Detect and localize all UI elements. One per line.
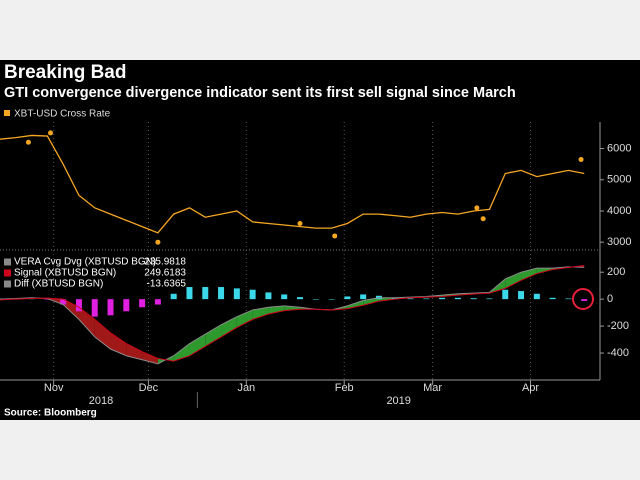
diff-bar xyxy=(486,298,493,300)
legend-value: 249.6183 xyxy=(144,268,186,279)
y-tick-label: 6000 xyxy=(607,142,631,154)
y-tick-label: 3000 xyxy=(607,236,631,248)
chart-background xyxy=(0,60,640,420)
diff-bar xyxy=(423,298,430,300)
chart-subtitle: GTI convergence divergence indicator sen… xyxy=(4,85,516,101)
price-dot xyxy=(155,239,161,245)
diff-bar xyxy=(218,287,225,300)
band-segment xyxy=(268,305,285,314)
legend-swatch xyxy=(4,258,11,266)
diff-bar xyxy=(565,298,572,300)
legend-value: -13.6365 xyxy=(147,279,187,290)
chart-title: Breaking Bad xyxy=(4,62,126,83)
diff-bar xyxy=(391,297,398,300)
diff-bar xyxy=(360,294,367,300)
diff-bar xyxy=(470,298,477,300)
legend-swatch xyxy=(4,110,10,116)
y-tick-label: 5000 xyxy=(607,174,631,186)
diff-bar xyxy=(139,299,146,308)
diff-bar xyxy=(502,289,509,300)
band-segment xyxy=(63,299,79,320)
legend-swatch xyxy=(4,269,11,277)
y-tick-label: -400 xyxy=(607,347,629,359)
price-dot xyxy=(578,156,584,162)
price-line xyxy=(0,134,585,234)
diff-bar xyxy=(107,299,114,316)
diff-bar xyxy=(312,299,319,300)
legend-swatch xyxy=(4,280,11,288)
x-tick-label: Feb xyxy=(335,382,354,394)
diff-bar xyxy=(518,291,525,300)
legend-label: VERA Cvg Dvg (XBTUSD BGN) xyxy=(14,257,156,268)
price-dot xyxy=(332,233,338,239)
diff-bar xyxy=(249,289,256,300)
band-segment xyxy=(252,307,269,320)
diff-bar xyxy=(170,293,177,300)
x-tick-label: Mar xyxy=(423,382,442,394)
diff-bar xyxy=(533,293,540,300)
band-segment xyxy=(189,334,206,356)
y-tick-label: 200 xyxy=(607,266,625,278)
band-segment xyxy=(94,319,111,350)
band-segment xyxy=(505,272,522,289)
diff-bar xyxy=(407,298,414,300)
price-dot xyxy=(25,139,31,145)
band-segment xyxy=(110,332,127,356)
x-tick-label: Jan xyxy=(237,382,255,394)
legend-label: XBT-USD Cross Rate xyxy=(14,109,111,120)
price-dot xyxy=(474,205,480,211)
diff-bar xyxy=(281,294,288,300)
band-segment xyxy=(221,316,237,337)
diff-bar xyxy=(44,299,51,300)
band-segment xyxy=(205,324,222,347)
diff-bar xyxy=(265,292,272,300)
band-segment xyxy=(347,300,364,309)
y-tick-label: -200 xyxy=(607,320,629,332)
diff-bar xyxy=(154,299,161,305)
indicator-line xyxy=(0,266,585,365)
diff-bar xyxy=(297,297,303,300)
x-tick-label: Dec xyxy=(139,382,159,394)
legend-label: Diff (XBTUSD BGN) xyxy=(14,279,103,290)
diff-bar xyxy=(60,299,67,305)
y-tick-label: 4000 xyxy=(607,205,631,217)
band-segment xyxy=(78,307,95,337)
diff-bar xyxy=(123,299,130,312)
diff-bar xyxy=(549,297,556,300)
diff-bar xyxy=(439,297,446,300)
x-tick-label: Nov xyxy=(44,382,64,394)
price-dot xyxy=(480,216,486,222)
diff-bar xyxy=(344,296,351,300)
source: Source: Bloomberg xyxy=(4,408,97,419)
annotation-circle xyxy=(572,288,594,310)
band-segment xyxy=(126,343,143,360)
diff-bar xyxy=(75,299,82,312)
diff-bar xyxy=(233,288,240,300)
year-label: 2018 xyxy=(89,395,113,407)
band-segment xyxy=(363,297,379,306)
legend-value: 235.9818 xyxy=(144,257,186,268)
band-segment xyxy=(236,309,253,328)
year-label: 2019 xyxy=(386,395,410,407)
diff-bar xyxy=(202,287,209,300)
y-tick-label: 0 xyxy=(607,293,613,305)
price-dot xyxy=(297,220,303,226)
diff-bar xyxy=(186,287,193,300)
indicator-line xyxy=(0,265,585,362)
diff-bar xyxy=(581,299,588,301)
x-tick-label: Apr xyxy=(522,382,539,394)
legend-label: Signal (XBTUSD BGN) xyxy=(14,268,116,279)
diff-bar xyxy=(454,297,461,300)
price-dot xyxy=(48,130,54,136)
diff-bar xyxy=(328,299,335,300)
diff-bar xyxy=(91,299,98,317)
